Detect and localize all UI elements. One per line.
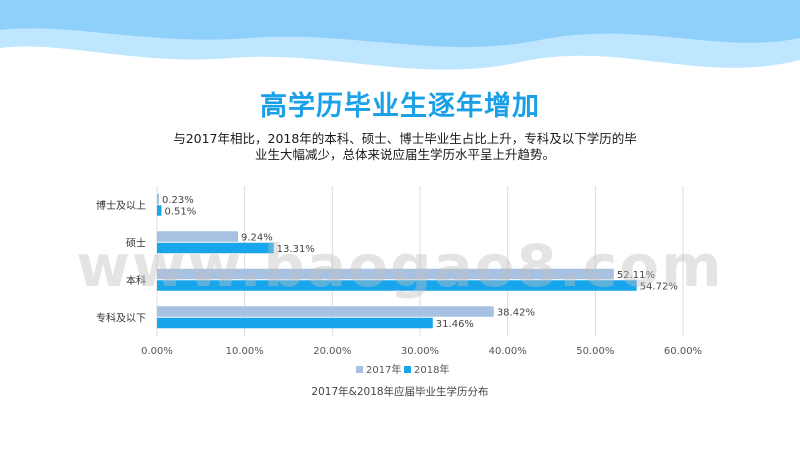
data-label: 38.42% — [497, 307, 535, 318]
legend-swatch — [404, 366, 411, 373]
bar-2017年 — [157, 231, 239, 242]
data-label: 0.51% — [164, 206, 196, 217]
legend-label: 2018年 — [414, 363, 449, 376]
bar-2017年 — [157, 193, 160, 205]
data-label: 52.11% — [617, 270, 655, 281]
x-tick-label: 40.00% — [489, 346, 527, 357]
legend-label: 2017年 — [366, 363, 401, 376]
header-wave-decoration — [0, 0, 800, 70]
x-tick-label: 50.00% — [576, 346, 614, 357]
data-label: 9.24% — [241, 232, 273, 243]
data-label: 31.46% — [436, 319, 474, 330]
bar-2018年 — [157, 280, 637, 291]
x-tick-label: 0.00% — [141, 346, 173, 357]
category-label: 博士及以上 — [96, 199, 146, 212]
page-subtitle: 与2017年相比，2018年的本科、硕士、博士毕业生占比上升，专科及以下学历的毕… — [173, 131, 637, 162]
bar-2018年 — [157, 205, 162, 216]
x-tick-label: 60.00% — [664, 346, 702, 357]
data-label: 54.72% — [640, 281, 678, 292]
x-tick-label: 20.00% — [313, 346, 351, 357]
x-tick-label: 30.00% — [401, 346, 439, 357]
chart-caption: 2017年&2018年应届毕业生学历分布 — [311, 385, 488, 398]
bar-2017年 — [157, 306, 494, 317]
legend-swatch — [356, 366, 363, 373]
category-label: 硕士 — [126, 236, 146, 249]
data-label: 0.23% — [162, 195, 194, 206]
bar-2018年 — [157, 317, 433, 329]
page-title: 高学历毕业生逐年增加 — [260, 91, 540, 122]
bar-2017年 — [157, 268, 614, 280]
category-label: 本科 — [126, 274, 146, 287]
bar-2018年 — [157, 242, 274, 254]
category-label: 专科及以下 — [96, 311, 146, 324]
x-tick-label: 10.00% — [226, 346, 264, 357]
data-label: 13.31% — [277, 244, 315, 255]
